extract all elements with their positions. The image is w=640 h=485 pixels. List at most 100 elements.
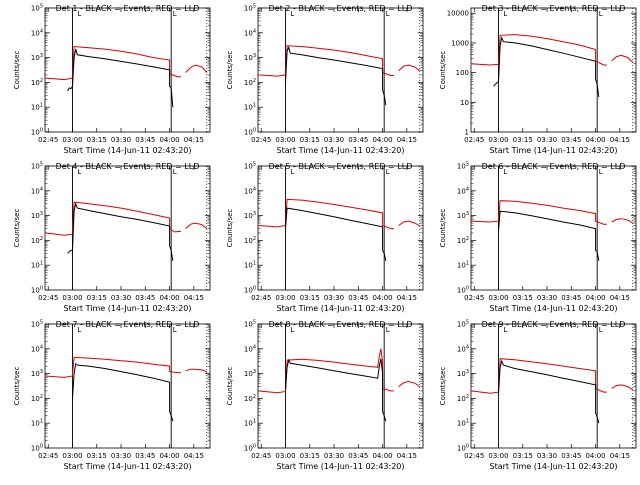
x-tick-label: 03:00	[275, 136, 295, 144]
x-tick-label: 04:15	[184, 136, 204, 144]
segment-marker: L	[599, 326, 603, 334]
x-tick-label: 03:15	[87, 294, 107, 302]
segment-marker: L	[290, 326, 294, 334]
x-tick-label: 03:00	[275, 452, 295, 460]
segment-marker: L	[386, 168, 390, 176]
segment-marker: L	[77, 326, 81, 334]
x-tick-label: 03:45	[561, 294, 581, 302]
segment-marker: L	[290, 10, 294, 18]
panel-title: Det 3 - BLACK = Events, RED = LLD	[482, 4, 626, 13]
panel-title: Det 9 - BLACK = Events, RED = LLD	[482, 320, 626, 329]
series-events-line	[493, 36, 600, 98]
y-tick-label: 103	[457, 211, 469, 220]
x-axis-label: Start Time (14-Jun-11 02:43:20)	[490, 304, 618, 313]
series-events-line	[72, 362, 174, 422]
x-tick-label: 04:15	[184, 452, 204, 460]
y-tick-label: 102	[31, 78, 43, 87]
x-tick-label: 03:30	[537, 136, 557, 144]
x-tick-label: 02:45	[464, 452, 484, 460]
panel-title: Det 1 - BLACK = Events, RED = LLD	[56, 4, 200, 13]
y-axis-label: Counts/sec	[439, 51, 447, 90]
y-tick-label: 100	[456, 69, 469, 77]
y-tick-label: 102	[244, 78, 256, 87]
detector-panel-7: Det 7 - BLACK = Events, RED = LLD Counts/…	[13, 320, 211, 471]
series-lld-line	[185, 64, 208, 73]
x-tick-label: 03:15	[300, 452, 320, 460]
plot-frame	[470, 165, 637, 291]
x-tick-label: 04:15	[397, 294, 417, 302]
series-lld-line	[398, 64, 421, 72]
x-tick-label: 03:30	[111, 294, 131, 302]
x-tick-label: 03:45	[561, 136, 581, 144]
plot-frame	[470, 323, 637, 449]
plot-frame	[257, 165, 424, 291]
x-tick-label: 04:00	[159, 294, 179, 302]
x-tick-label: 04:00	[372, 294, 392, 302]
plot-frame	[44, 7, 211, 133]
panel-title: Det 7 - BLACK = Events, RED = LLD	[56, 320, 200, 329]
x-tick-label: 03:00	[488, 294, 508, 302]
y-tick-label: 101	[457, 261, 469, 270]
x-tick-label: 03:15	[87, 452, 107, 460]
series-events-line	[67, 202, 174, 261]
detector-panel-4: Det 4 - BLACK = Events, RED = LLD Counts/…	[13, 162, 211, 313]
y-tick-label: 100	[457, 444, 469, 453]
x-tick-label: 04:15	[610, 294, 630, 302]
series-lld-line	[44, 45, 181, 81]
x-tick-label: 03:45	[135, 294, 155, 302]
x-tick-label: 04:15	[610, 452, 630, 460]
y-axis-label: Counts/sec	[226, 209, 234, 248]
series-lld-line	[611, 218, 634, 224]
y-tick-label: 1000	[451, 39, 469, 47]
series-lld-line	[257, 198, 394, 230]
detector-panel-3: Det 3 - BLACK = Events, RED = LLD Counts/…	[439, 4, 637, 155]
x-tick-label: 02:45	[38, 452, 58, 460]
x-tick-label: 02:45	[38, 294, 58, 302]
y-tick-label: 103	[31, 53, 43, 62]
x-tick-label: 03:45	[135, 136, 155, 144]
y-tick-label: 100	[31, 444, 43, 453]
x-tick-label: 04:15	[184, 294, 204, 302]
y-tick-label: 104	[31, 28, 43, 37]
y-tick-label: 104	[244, 186, 256, 195]
y-tick-label: 101	[31, 419, 43, 428]
x-tick-label: 04:00	[159, 136, 179, 144]
x-tick-label: 03:30	[324, 452, 344, 460]
y-tick-label: 102	[244, 394, 256, 403]
y-tick-label: 103	[31, 211, 43, 220]
y-tick-label: 105	[457, 320, 469, 329]
series-lld-line	[470, 34, 607, 66]
segment-marker: L	[173, 326, 177, 334]
x-tick-label: 02:45	[38, 136, 58, 144]
series-lld-line	[257, 348, 394, 394]
segment-marker: L	[290, 168, 294, 176]
x-tick-label: 02:45	[464, 294, 484, 302]
plot-frame	[470, 7, 637, 133]
y-tick-label: 102	[244, 236, 256, 245]
y-tick-label: 102	[31, 236, 43, 245]
y-tick-label: 100	[31, 128, 43, 137]
series-events-line	[67, 48, 174, 108]
detector-panel-2: Det 2 - BLACK = Events, RED = LLD Counts/…	[226, 4, 424, 155]
y-tick-label: 104	[244, 344, 256, 353]
y-tick-label: 103	[31, 369, 43, 378]
series-events-line	[285, 358, 387, 422]
detector-panel-6: Det 6 - BLACK = Events, RED = LLD Counts/…	[439, 162, 637, 313]
x-tick-label: 04:15	[397, 452, 417, 460]
x-tick-label: 03:00	[62, 136, 82, 144]
x-tick-label: 03:00	[62, 294, 82, 302]
y-tick-label: 104	[457, 344, 469, 353]
series-lld-line	[185, 368, 207, 373]
series-lld-line	[257, 45, 394, 77]
x-tick-label: 04:15	[610, 136, 630, 144]
detector-panel-1: Det 1 - BLACK = Events, RED = LLD Counts/…	[13, 4, 211, 155]
y-tick-label: 100	[244, 286, 256, 295]
x-tick-label: 03:15	[513, 136, 533, 144]
plot-frame	[257, 323, 424, 449]
panel-title: Det 2 - BLACK = Events, RED = LLD	[269, 4, 413, 13]
y-tick-label: 105	[457, 162, 469, 171]
segment-marker: L	[173, 168, 177, 176]
plot-frame	[257, 7, 424, 133]
segment-marker: L	[503, 10, 507, 18]
